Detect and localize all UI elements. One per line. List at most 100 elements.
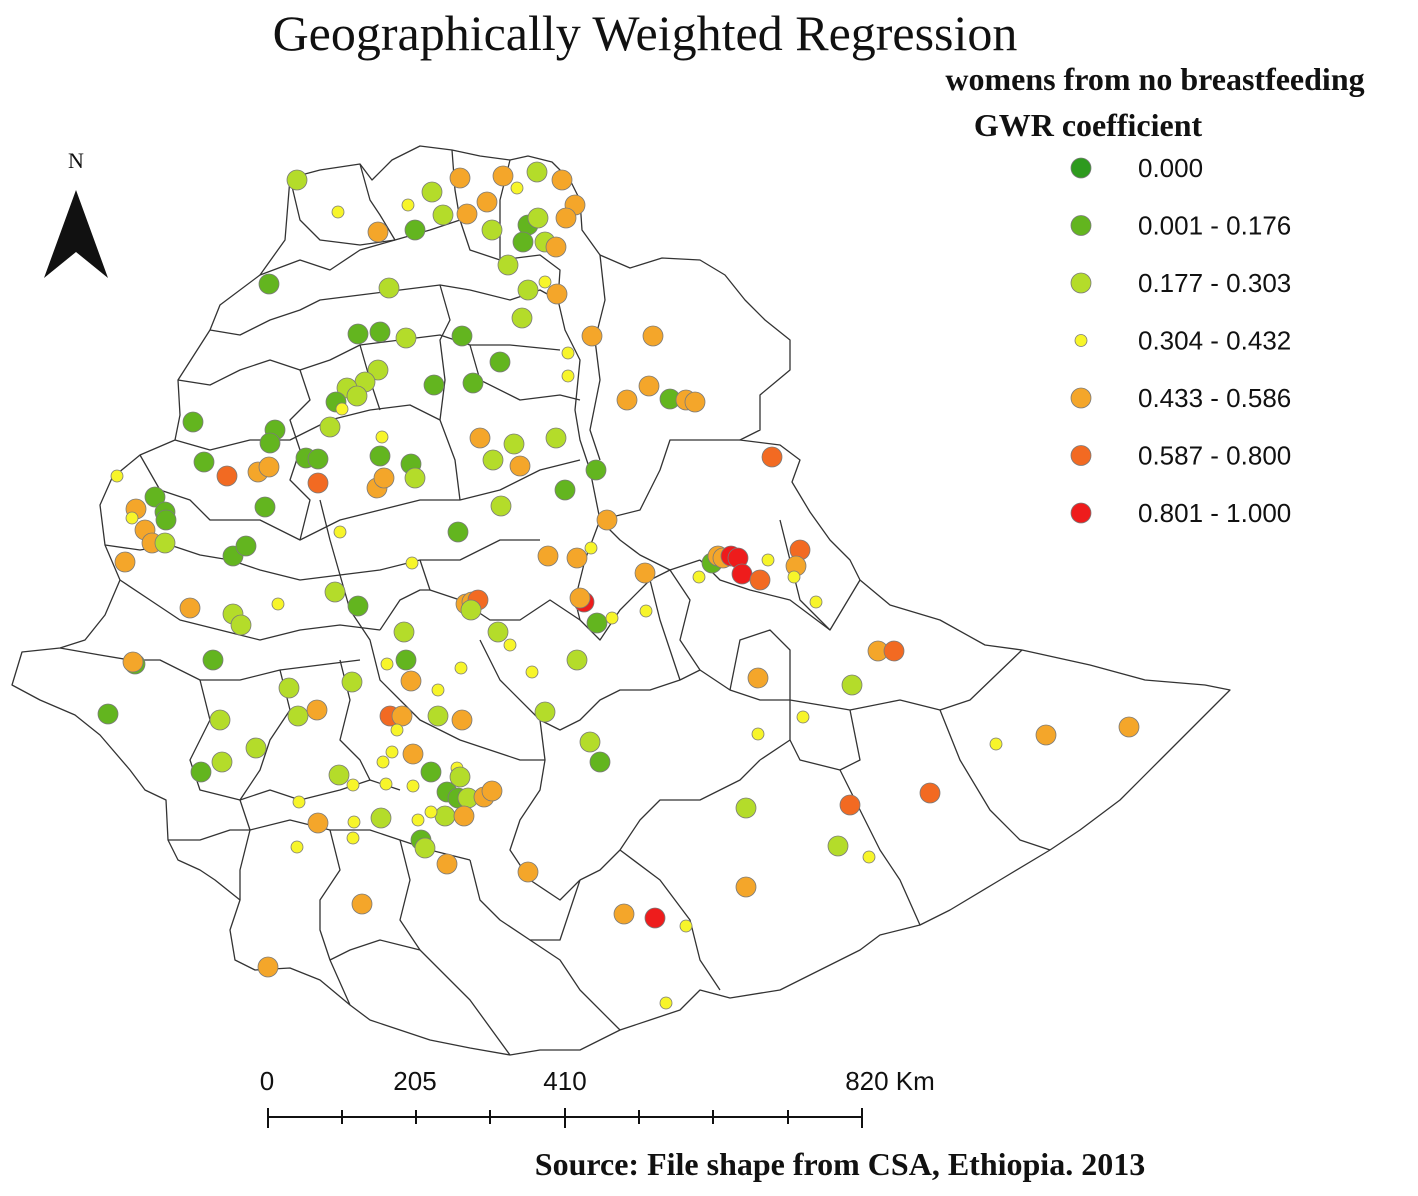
gwr-point: [367, 221, 389, 243]
zone-boundary: [839, 709, 921, 926]
gwr-point: [271, 597, 285, 611]
gwr-point: [347, 815, 361, 829]
gwr-point: [989, 737, 1003, 751]
scale-bar-line: [267, 1108, 863, 1128]
gwr-point: [460, 599, 482, 621]
zone-boundary: [139, 454, 581, 541]
gwr-point: [324, 581, 346, 603]
gwr-point: [451, 325, 473, 347]
gwr-point: [125, 511, 139, 525]
zone-boundary: [379, 589, 430, 631]
zone-boundary: [259, 239, 396, 276]
legend-swatch-6: [1070, 502, 1092, 524]
gwr-point: [566, 547, 588, 569]
gwr-point: [379, 777, 393, 791]
gwr-point: [411, 813, 425, 827]
gwr-point: [193, 451, 215, 473]
gwr-point: [919, 782, 941, 804]
gwr-point: [257, 956, 279, 978]
gwr-point: [328, 764, 350, 786]
zone-boundary: [599, 439, 740, 521]
gwr-point: [481, 780, 503, 802]
zone-boundary: [789, 649, 1023, 711]
gwr-point: [370, 807, 392, 829]
gwr-point: [489, 351, 511, 373]
gwr-point: [401, 198, 415, 212]
zone-boundary: [649, 579, 681, 681]
gwr-point: [579, 731, 601, 753]
gwr-point: [155, 509, 177, 531]
gwr-point: [512, 231, 534, 253]
gwr-point: [692, 570, 706, 584]
gwr-point: [335, 402, 349, 416]
gwr-point: [735, 876, 757, 898]
gwr-point: [402, 743, 424, 765]
gwr-point: [406, 779, 420, 793]
gwr-point: [511, 307, 533, 329]
gwr-point: [367, 359, 389, 381]
zone-boundary: [469, 859, 581, 941]
gwr-point: [245, 737, 267, 759]
zone-boundary: [439, 284, 461, 501]
legend-swatch-2: [1070, 272, 1092, 294]
gwr-point: [476, 191, 498, 213]
gwr-point: [451, 709, 473, 731]
legend-label-1: 0.001 - 0.176: [1138, 211, 1291, 241]
country-outline: [11, 145, 1231, 1056]
gwr-point: [596, 509, 618, 531]
zone-boundary: [699, 559, 861, 631]
legend-title-line2: GWR coefficient: [974, 107, 1203, 143]
gwr-point: [490, 495, 512, 517]
gwr-point: [154, 532, 176, 554]
legend-title-line1: womens from no breastfeeding: [945, 61, 1364, 97]
gwr-point: [525, 665, 539, 679]
gwr-point: [684, 391, 706, 413]
gwr-point: [517, 861, 539, 883]
gwr-point: [616, 389, 638, 411]
zone-boundary: [509, 719, 581, 901]
gwr-point: [747, 667, 769, 689]
gwr-point: [230, 614, 252, 636]
gwr-point: [404, 219, 426, 241]
gwr-point: [395, 327, 417, 349]
gwr-point: [497, 254, 519, 276]
gwr-point: [503, 433, 525, 455]
scale-label-0: 0: [260, 1066, 274, 1096]
gwr-point: [555, 207, 577, 229]
legend-swatch-1: [1070, 215, 1092, 236]
gwr-point: [202, 649, 224, 671]
zone-boundary: [359, 163, 396, 241]
gwr-points: [97, 161, 1140, 1010]
gwr-point: [333, 525, 347, 539]
gwr-point: [1118, 716, 1140, 738]
gwr-point: [287, 705, 309, 727]
gwr-point: [545, 427, 567, 449]
gwr-point: [731, 563, 753, 585]
gwr-point: [585, 459, 607, 481]
gwr-point: [258, 273, 280, 295]
gwr-point: [787, 570, 801, 584]
gwr-point: [432, 204, 454, 226]
gwr-point: [378, 277, 400, 299]
gwr-point: [561, 369, 575, 383]
gwr-point: [259, 432, 281, 454]
gwr-point: [431, 683, 445, 697]
gwr-point: [341, 671, 363, 693]
gwr-point: [346, 385, 368, 407]
north-label: N: [68, 148, 84, 173]
gwr-point: [391, 705, 413, 727]
gwr-point: [581, 325, 603, 347]
north-arrow-icon: [44, 190, 108, 278]
gwr-point: [292, 795, 306, 809]
zone-boundary: [177, 334, 561, 386]
gwr-point: [211, 751, 233, 773]
legend-label-3: 0.304 - 0.432: [1138, 326, 1291, 356]
gwr-point: [749, 569, 771, 591]
gwr-point: [369, 445, 391, 467]
gwr-point: [481, 219, 503, 241]
legend-label-6: 0.801 - 1.000: [1138, 498, 1291, 528]
gwr-point: [841, 674, 863, 696]
gwr-point: [423, 374, 445, 396]
gwr-point: [517, 279, 539, 301]
